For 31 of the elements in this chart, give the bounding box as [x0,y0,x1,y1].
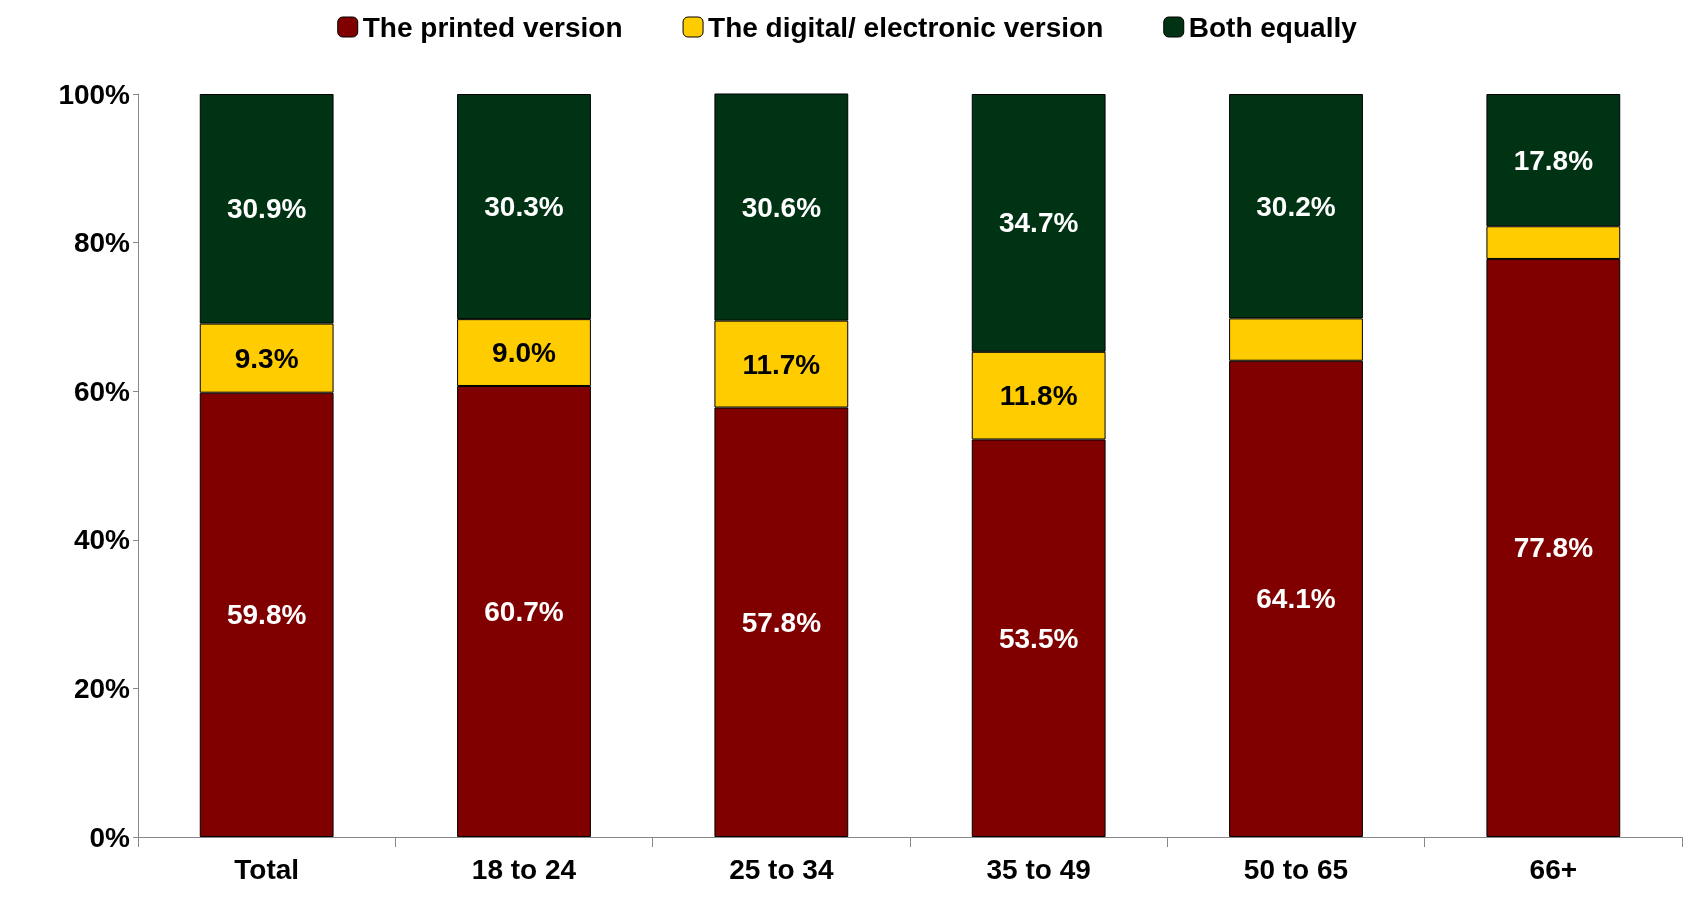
data-label: 11.8% [999,380,1078,412]
x-tick-label: 25 to 34 [729,853,834,885]
data-label: 59.8% [226,599,307,631]
data-label: 53.5% [998,622,1079,654]
data-label: 9.3% [234,342,299,374]
data-label: 60.7% [484,596,564,627]
legend-label: Both equally [1188,11,1358,43]
x-tick-label: 18 to 24 [471,853,577,885]
x-tick-label: 66+ [1529,853,1578,885]
data-label: 64.1% [1256,583,1336,615]
y-tick-label: 20% [73,672,131,704]
data-label: 9.0% [492,337,557,369]
data-label: 34.7% [998,207,1079,239]
y-tick-label: 40% [73,524,131,556]
data-label: 17.8% [1513,144,1594,176]
y-tick-label: 100% [58,78,131,110]
y-tick-label: 80% [73,227,131,259]
data-label: 30.6% [741,191,822,223]
x-tick-label: 35 to 49 [986,853,1091,885]
data-label: 77.8% [1513,532,1594,564]
data-label: 30.9% [226,193,307,225]
legend-label: The digital/ electronic version [708,11,1104,43]
y-tick-label: 60% [73,375,131,407]
legend-label: The printed version [362,11,623,43]
data-label: 57.8% [741,606,822,638]
x-tick-label: 50 to 65 [1243,853,1349,885]
data-label: 30.2% [1256,190,1336,222]
data-label: 11.7% [742,348,821,380]
data-label: 30.3% [484,191,564,223]
y-tick-label: 0% [89,821,131,853]
x-tick-label: Total [234,853,300,885]
